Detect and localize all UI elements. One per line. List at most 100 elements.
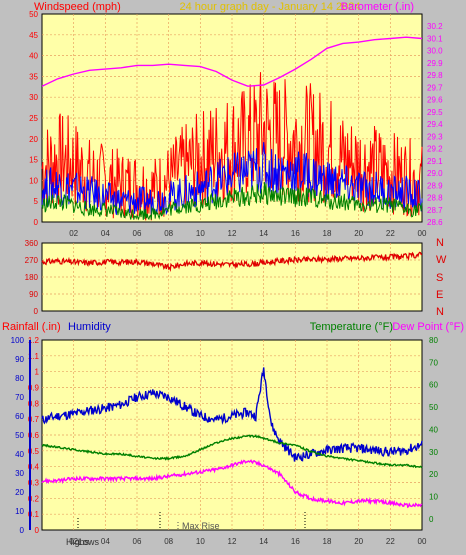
rainfall-tick-label: 0.2	[28, 494, 40, 503]
humidity-tick-label: 60	[15, 412, 24, 421]
wind-tick-label: 30	[29, 93, 38, 102]
direction-tick-label: 180	[25, 273, 39, 282]
direction-tick-label: 0	[34, 307, 39, 316]
x-tick-label: 00	[418, 537, 427, 546]
direction-series	[41, 251, 423, 272]
x-tick-label: 14	[259, 229, 268, 238]
wind-tick-label: 35	[29, 72, 38, 81]
barometer-y-axis-labels: 28.6 28.7 28.8 28.9 29.0 29.1 29.2 29.3 29.4 29.5…	[427, 22, 443, 227]
barometer-line	[41, 36, 423, 87]
barometer-tick-label: 29.6	[427, 96, 443, 105]
temp-humidity-series	[41, 367, 423, 509]
temperature-tick-label: 80	[429, 336, 438, 345]
x-tick-label: 12	[228, 537, 237, 546]
rainfall-tick-label: 0.3	[28, 479, 40, 488]
max-rise-annotation: Max Rise	[182, 521, 220, 531]
wind-y-axis-labels: 0 5 10 15 20 25 30 35 40 45 50	[29, 10, 38, 227]
x-tick-label: 22	[386, 229, 395, 238]
wind-tick-label: 25	[29, 114, 38, 123]
barometer-tick-label: 29.0	[427, 169, 443, 178]
barometer-tick-label: 28.9	[427, 181, 443, 190]
temperature-tick-label: 40	[429, 425, 438, 434]
direction-tick-label: 270	[25, 256, 39, 265]
x-tick-label: 06	[133, 229, 142, 238]
rainfall-tick-label: 0.1	[28, 510, 40, 519]
direction-grid	[42, 243, 422, 311]
rainfall-tick-label: 0.8	[28, 399, 40, 408]
compass-label: N	[436, 306, 444, 318]
x-tick-label: 02	[69, 229, 78, 238]
direction-tick-label: 360	[25, 239, 39, 248]
temperature-tick-label: 10	[429, 492, 438, 501]
wind-tick-label: 40	[29, 52, 38, 61]
rainfall-tick-label: 0.4	[28, 463, 40, 472]
compass-label: W	[436, 254, 447, 266]
wind-minimum-line	[41, 182, 423, 221]
rainfall-tick-label: 0.5	[28, 447, 40, 456]
x-tick-label: 04	[101, 229, 110, 238]
barometer-tick-label: 29.7	[427, 83, 443, 92]
wind-tick-label: 5	[34, 197, 39, 206]
wind-tick-label: 0	[34, 218, 39, 227]
wind-barometer-panel: Windspeed (mph) 24 hour graph day - Janu…	[29, 1, 443, 238]
humidity-tick-label: 100	[11, 336, 25, 345]
barometer-tick-label: 30.2	[427, 22, 443, 31]
barometer-tick-label: 29.4	[427, 120, 443, 129]
rainfall-tick-label: 0.6	[28, 431, 40, 440]
temp-x-axis-labels: 02 04 06 08 10 12 14 16 18 20 22 00	[69, 537, 427, 546]
humidity-tick-label: 0	[20, 526, 25, 535]
x-tick-label: 04	[101, 537, 110, 546]
rainfall-tick-label: 1.2	[28, 336, 40, 345]
x-tick-label: 18	[323, 229, 332, 238]
wind-tick-label: 15	[29, 156, 38, 165]
barometer-tick-label: 29.1	[427, 157, 443, 166]
barometer-tick-label: 28.6	[427, 218, 443, 227]
direction-tick-label: 90	[29, 290, 38, 299]
barometer-tick-label: 29.5	[427, 108, 443, 117]
temperature-line	[41, 434, 423, 469]
temperature-tick-label: 50	[429, 403, 438, 412]
rainfall-tick-label: 0.7	[28, 415, 40, 424]
barometer-tick-label: 29.9	[427, 59, 443, 68]
wind-axis-title: Windspeed (mph)	[34, 1, 121, 13]
humidity-line	[41, 367, 423, 462]
wind-tick-label: 45	[29, 31, 38, 40]
humidity-tick-label: 90	[15, 355, 24, 364]
x-tick-label: 10	[196, 537, 205, 546]
temperature-tick-label: 60	[429, 381, 438, 390]
compass-label: S	[436, 272, 443, 284]
x-tick-label: 00	[418, 229, 427, 238]
temperature-tick-label: 70	[429, 358, 438, 367]
temp-grid	[42, 340, 422, 530]
direction-y-axis-labels: 0 90 180 270 360	[25, 239, 39, 316]
wind-tick-label: 20	[29, 135, 38, 144]
x-tick-label: 02	[69, 537, 78, 546]
compass-label: N	[436, 237, 444, 249]
barometer-tick-label: 29.3	[427, 132, 443, 141]
humidity-tick-label: 80	[15, 374, 24, 383]
temperature-y-axis-labels: 0 10 20 30 40 50 60 70 80	[429, 336, 438, 524]
barometer-tick-label: 28.8	[427, 194, 443, 203]
x-tick-label: 06	[133, 537, 142, 546]
humidity-tick-label: 20	[15, 488, 24, 497]
humidity-y-axis-labels: 0 10 20 30 40 50 60 70 80 90 100	[11, 336, 31, 535]
rainfall-axis-title: Rainfall (.in)	[2, 321, 61, 333]
rainfall-tick-label: 0	[35, 526, 40, 535]
x-tick-label: 14	[259, 537, 268, 546]
rainfall-tick-label: 1.1	[28, 352, 40, 361]
highs-annotation: Highs	[66, 537, 90, 547]
x-tick-label: 16	[291, 537, 300, 546]
x-tick-label: 10	[196, 229, 205, 238]
rainfall-y-axis-labels: 0 0.1 0.2 0.3 0.4 0.5 0.6 0.7 0.8 0.9 1 1.1 1.2	[28, 336, 40, 535]
dew-point-axis-title: Dew Point (°F)	[392, 321, 464, 333]
temperature-tick-label: 20	[429, 470, 438, 479]
humidity-tick-label: 10	[15, 507, 24, 516]
rainfall-tick-label: 1	[35, 368, 40, 377]
humidity-tick-label: 70	[15, 393, 24, 402]
x-tick-label: 22	[386, 537, 395, 546]
x-tick-label: 18	[323, 537, 332, 546]
x-tick-label: 08	[164, 229, 173, 238]
chart-title: 24 hour graph day - January 14 2024	[179, 1, 360, 13]
barometer-tick-label: 30.0	[427, 47, 443, 56]
